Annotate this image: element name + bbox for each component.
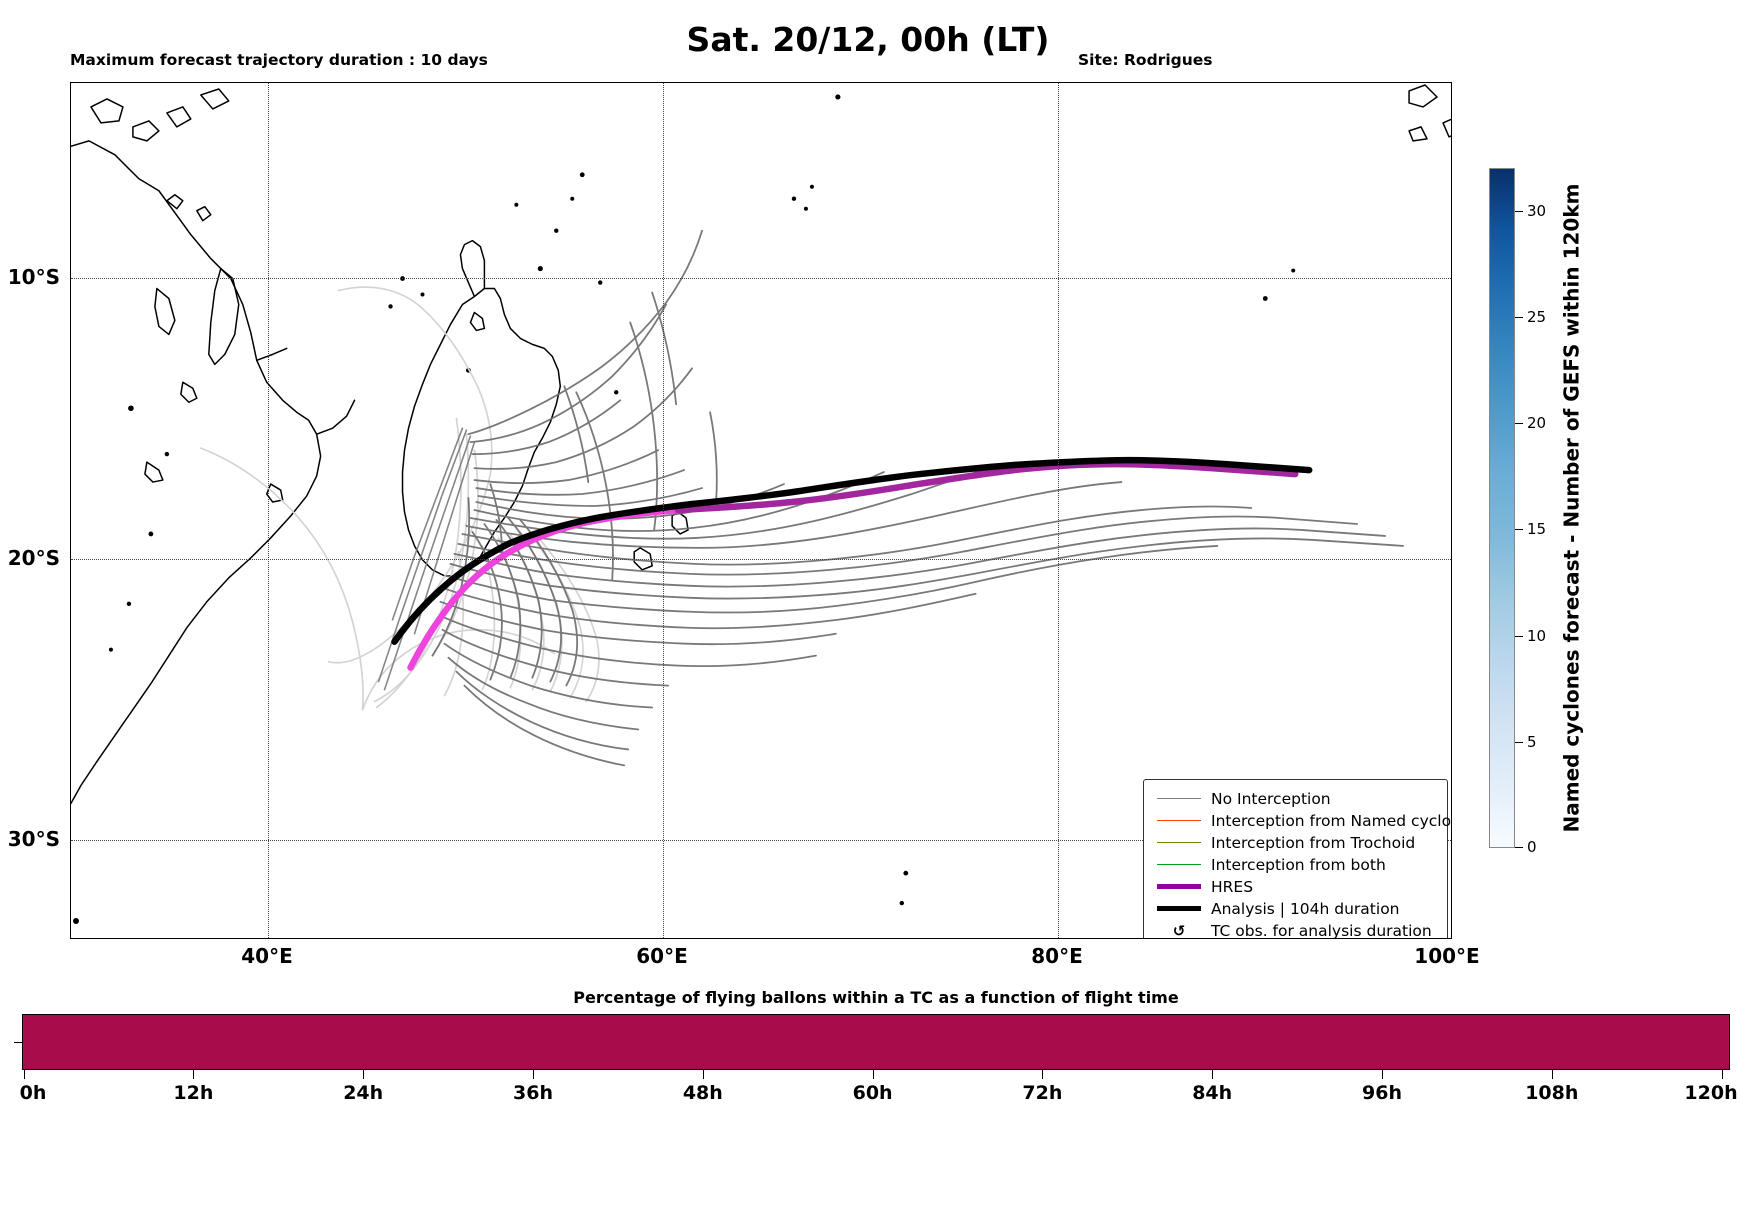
percentage-bar-axes[interactable] [22,1014,1730,1070]
colorbar-tick-15 [1515,529,1523,531]
x-tick-label-60e: 60°E [636,944,688,968]
legend-item-trochoid[interactable]: Interception from Trochoid [1153,832,1438,853]
cyclone-icon: ↺ [1153,921,1205,939]
pct-tick-72h [1042,1070,1044,1079]
gridline-lat-20s [71,559,1451,561]
pct-tick-60h [872,1070,874,1079]
map-legend[interactable]: No Interception Interception from Named … [1143,779,1451,939]
pct-tick-0h [23,1070,25,1079]
x-tick-label-80e: 80°E [1031,944,1083,968]
gridline-lon-80 [1058,83,1060,938]
x-tick-label-40e: 40°E [241,944,293,968]
colorbar[interactable]: 0 5 10 15 20 25 30 [1489,168,1546,856]
colorbar-tick-label-30: 30 [1527,201,1547,220]
gridline-lon-60 [663,83,665,938]
legend-label: Interception from both [1211,855,1386,874]
colorbar-tick-0 [1515,847,1523,848]
legend-line-swatch [1153,842,1205,843]
pct-label-60h: 60h [852,1082,893,1104]
legend-item-hres[interactable]: HRES [1153,876,1438,897]
site-text: Site: Rodrigues [1078,51,1213,69]
legend-label: Interception from Trochoid [1211,833,1416,852]
cyclone-glyph: ↺ [1172,921,1186,939]
colorbar-gradient [1489,168,1515,848]
legend-item-analysis[interactable]: Analysis | 104h duration [1153,898,1438,919]
pct-label-12h: 12h [173,1082,214,1104]
pct-label-48h: 48h [682,1082,723,1104]
pct-label-108h: 108h [1525,1082,1579,1104]
pct-tick-36h [533,1070,534,1079]
colorbar-tick-10 [1515,635,1523,637]
legend-label: Analysis | 104h duration [1211,899,1400,918]
gridline-lon-40 [268,83,270,938]
percentage-bar-title: Percentage of flying ballons within a TC… [0,988,1752,1007]
pct-tick-120h [1721,1070,1723,1079]
max-duration-text: Maximum forecast trajectory duration : 1… [70,51,488,69]
legend-label: Interception from Named cyclone [1211,811,1452,830]
legend-line-swatch [1153,820,1205,821]
y-tick-label-10s: 10°S [7,265,60,289]
map-graphics [71,84,1451,925]
percentage-bar-fill [23,1015,1729,1069]
gridline-lon-100 [1451,83,1452,938]
trajectory-map[interactable]: No Interception Interception from Named … [70,82,1452,939]
colorbar-tick-label-10: 10 [1527,626,1547,645]
pct-label-84h: 84h [1192,1082,1233,1104]
percentage-bar-title-text: Percentage of flying ballons within a TC… [573,988,1179,1007]
colorbar-tick-label-15: 15 [1527,520,1547,539]
colorbar-title: Named cyclones forecast - Number of GEFS… [1556,168,1586,848]
legend-line-swatch [1153,864,1205,865]
x-tick-label-100e: 100°E [1414,944,1480,968]
page-title-text: Sat. 20/12, 00h (LT) [686,20,1050,59]
pct-tick-108h [1551,1070,1553,1079]
gridline-lat-30s [71,840,1451,842]
map-canvas [71,83,1451,938]
pct-label-0h: 0h [19,1082,47,1104]
hres-track-main [674,460,1299,514]
pct-label-24h: 24h [343,1082,384,1104]
colorbar-tick-5 [1515,741,1523,743]
legend-label: TC obs. for analysis duration [1211,921,1432,939]
pct-label-96h: 96h [1362,1082,1402,1104]
colorbar-title-text: Named cyclones forecast - Number of GEFS… [1559,183,1583,833]
pct-label-72h: 72h [1022,1082,1063,1104]
analysis-track [391,456,1313,645]
y-tick-label-30s: 30°S [7,827,60,851]
colorbar-tick-label-5: 5 [1527,732,1537,751]
colorbar-tick-25 [1515,316,1523,318]
legend-label: No Interception [1211,789,1331,808]
legend-item-both[interactable]: Interception from both [1153,854,1438,875]
page-title: Sat. 20/12, 00h (LT) [0,20,1752,59]
legend-line-swatch [1153,906,1205,911]
pct-tick-12h [193,1070,195,1079]
legend-line-swatch [1153,884,1205,889]
colorbar-tick-label-0: 0 [1527,838,1537,856]
pct-tick-96h [1382,1070,1383,1079]
pct-tick-84h [1212,1070,1214,1079]
legend-item-no-interception[interactable]: No Interception [1153,788,1438,809]
colorbar-tick-label-25: 25 [1527,307,1547,326]
colorbar-tick-30 [1515,210,1523,212]
gridline-lat-10s [71,278,1451,280]
legend-line-swatch [1153,798,1205,799]
percentage-bar-y-tick [14,1042,23,1043]
legend-item-named-cyclone[interactable]: Interception from Named cyclone [1153,810,1451,831]
trajectory-ensemble-gray [431,229,1404,767]
legend-item-tc-obs[interactable]: ↺ TC obs. for analysis duration [1153,920,1438,939]
trajectory-ensemble-light [199,286,600,711]
legend-label: HRES [1211,877,1254,896]
pct-tick-48h [702,1070,704,1079]
y-tick-label-20s: 20°S [7,546,60,570]
pct-tick-24h [363,1070,365,1079]
colorbar-tick-label-20: 20 [1527,414,1547,432]
pct-label-36h: 36h [513,1082,553,1104]
pct-label-120h: 120h [1684,1082,1738,1104]
colorbar-tick-20 [1515,423,1523,424]
